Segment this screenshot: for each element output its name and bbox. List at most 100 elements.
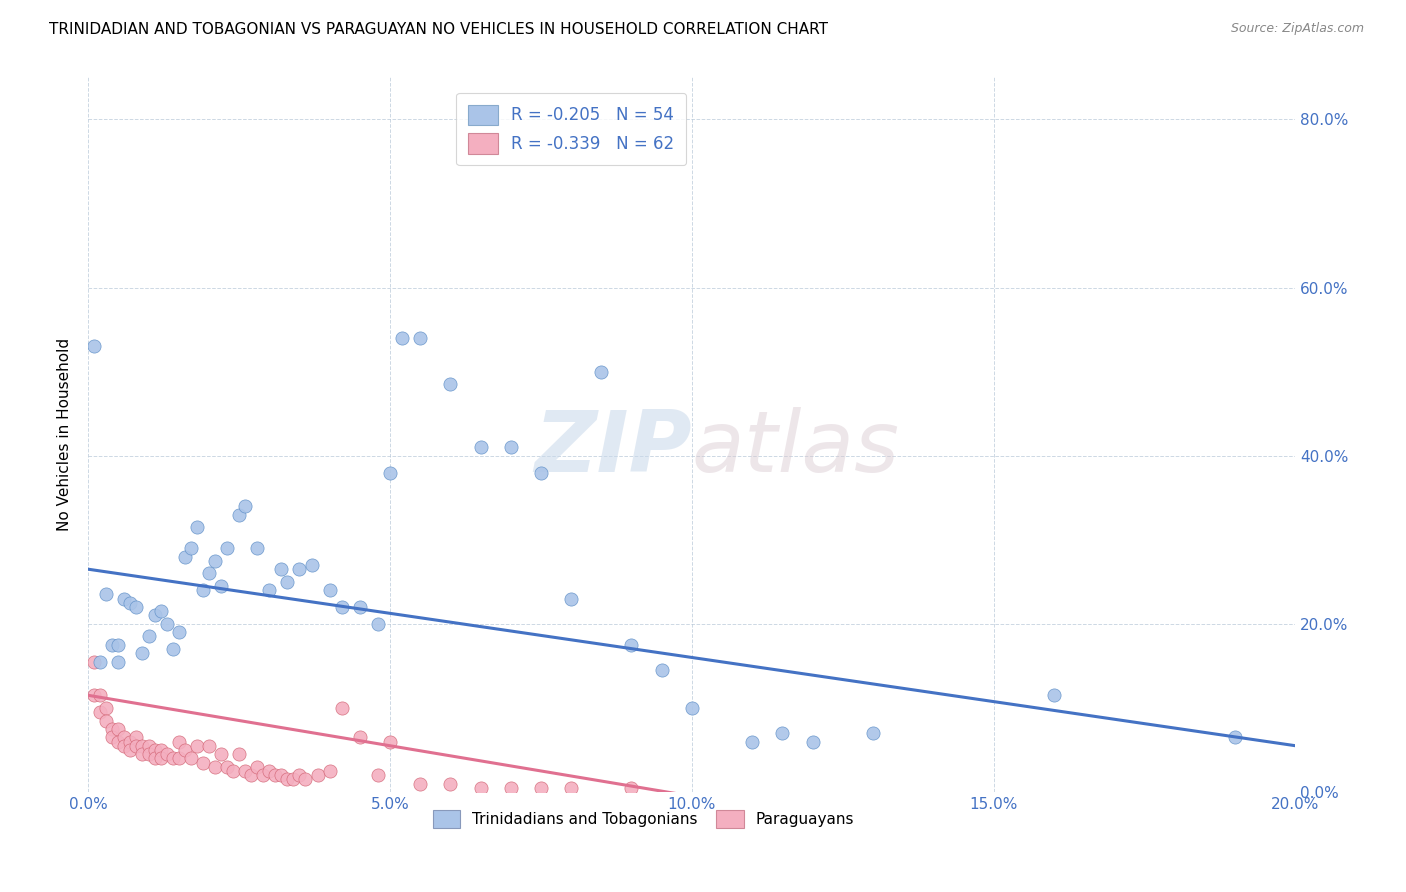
Point	[138, 630, 160, 644]
Point	[391, 331, 413, 345]
Point	[367, 768, 389, 782]
Point	[198, 739, 221, 753]
Point	[301, 558, 323, 572]
Point	[173, 549, 195, 564]
Point	[112, 591, 135, 606]
Point	[204, 554, 226, 568]
Point	[149, 604, 172, 618]
Point	[120, 596, 142, 610]
Point	[222, 764, 245, 778]
Point	[131, 739, 153, 753]
Point	[349, 600, 371, 615]
Text: TRINIDADIAN AND TOBAGONIAN VS PARAGUAYAN NO VEHICLES IN HOUSEHOLD CORRELATION CH: TRINIDADIAN AND TOBAGONIAN VS PARAGUAYAN…	[49, 22, 828, 37]
Point	[191, 583, 214, 598]
Point	[620, 638, 643, 652]
Point	[215, 541, 238, 556]
Point	[257, 583, 280, 598]
Point	[143, 608, 166, 623]
Point	[233, 764, 256, 778]
Point	[409, 776, 432, 790]
Point	[470, 780, 492, 795]
Point	[1223, 731, 1246, 745]
Point	[283, 772, 305, 787]
Point	[252, 768, 274, 782]
Point	[167, 625, 190, 640]
Point	[276, 772, 298, 787]
Point	[330, 701, 353, 715]
Point	[96, 714, 118, 728]
Point	[228, 508, 250, 522]
Point	[138, 747, 160, 761]
Point	[107, 734, 129, 748]
Point	[204, 760, 226, 774]
Point	[101, 638, 124, 652]
Point	[162, 642, 184, 657]
Point	[191, 756, 214, 770]
Point	[1043, 688, 1066, 702]
Point	[138, 739, 160, 753]
Point	[770, 726, 793, 740]
Point	[131, 646, 153, 660]
Point	[288, 768, 311, 782]
Text: Source: ZipAtlas.com: Source: ZipAtlas.com	[1230, 22, 1364, 36]
Point	[228, 747, 250, 761]
Point	[257, 764, 280, 778]
Point	[530, 466, 553, 480]
Point	[167, 734, 190, 748]
Point	[233, 499, 256, 513]
Point	[651, 663, 673, 677]
Point	[96, 587, 118, 601]
Point	[143, 743, 166, 757]
Point	[307, 768, 329, 782]
Point	[167, 751, 190, 765]
Point	[367, 616, 389, 631]
Y-axis label: No Vehicles in Household: No Vehicles in Household	[58, 338, 72, 532]
Point	[83, 688, 105, 702]
Point	[330, 600, 353, 615]
Point	[439, 776, 461, 790]
Point	[156, 747, 179, 761]
Point	[499, 440, 522, 454]
Point	[470, 440, 492, 454]
Point	[112, 739, 135, 753]
Point	[620, 780, 643, 795]
Point	[83, 339, 105, 353]
Point	[125, 739, 148, 753]
Point	[101, 731, 124, 745]
Point	[198, 566, 221, 581]
Point	[270, 562, 292, 576]
Point	[149, 751, 172, 765]
Point	[186, 739, 208, 753]
Point	[107, 722, 129, 736]
Point	[530, 780, 553, 795]
Point	[349, 731, 371, 745]
Point	[162, 751, 184, 765]
Point	[499, 780, 522, 795]
Point	[156, 616, 179, 631]
Point	[246, 760, 269, 774]
Point	[89, 705, 111, 719]
Point	[107, 638, 129, 652]
Point	[378, 734, 401, 748]
Point	[120, 734, 142, 748]
Point	[173, 743, 195, 757]
Point	[378, 466, 401, 480]
Point	[83, 655, 105, 669]
Point	[288, 562, 311, 576]
Point	[143, 751, 166, 765]
Point	[318, 764, 340, 778]
Point	[681, 701, 703, 715]
Point	[270, 768, 292, 782]
Point	[294, 772, 316, 787]
Point	[120, 743, 142, 757]
Point	[591, 365, 613, 379]
Point	[240, 768, 263, 782]
Point	[246, 541, 269, 556]
Point	[96, 701, 118, 715]
Point	[125, 600, 148, 615]
Point	[209, 747, 232, 761]
Point	[318, 583, 340, 598]
Point	[125, 731, 148, 745]
Point	[560, 591, 582, 606]
Point	[180, 751, 202, 765]
